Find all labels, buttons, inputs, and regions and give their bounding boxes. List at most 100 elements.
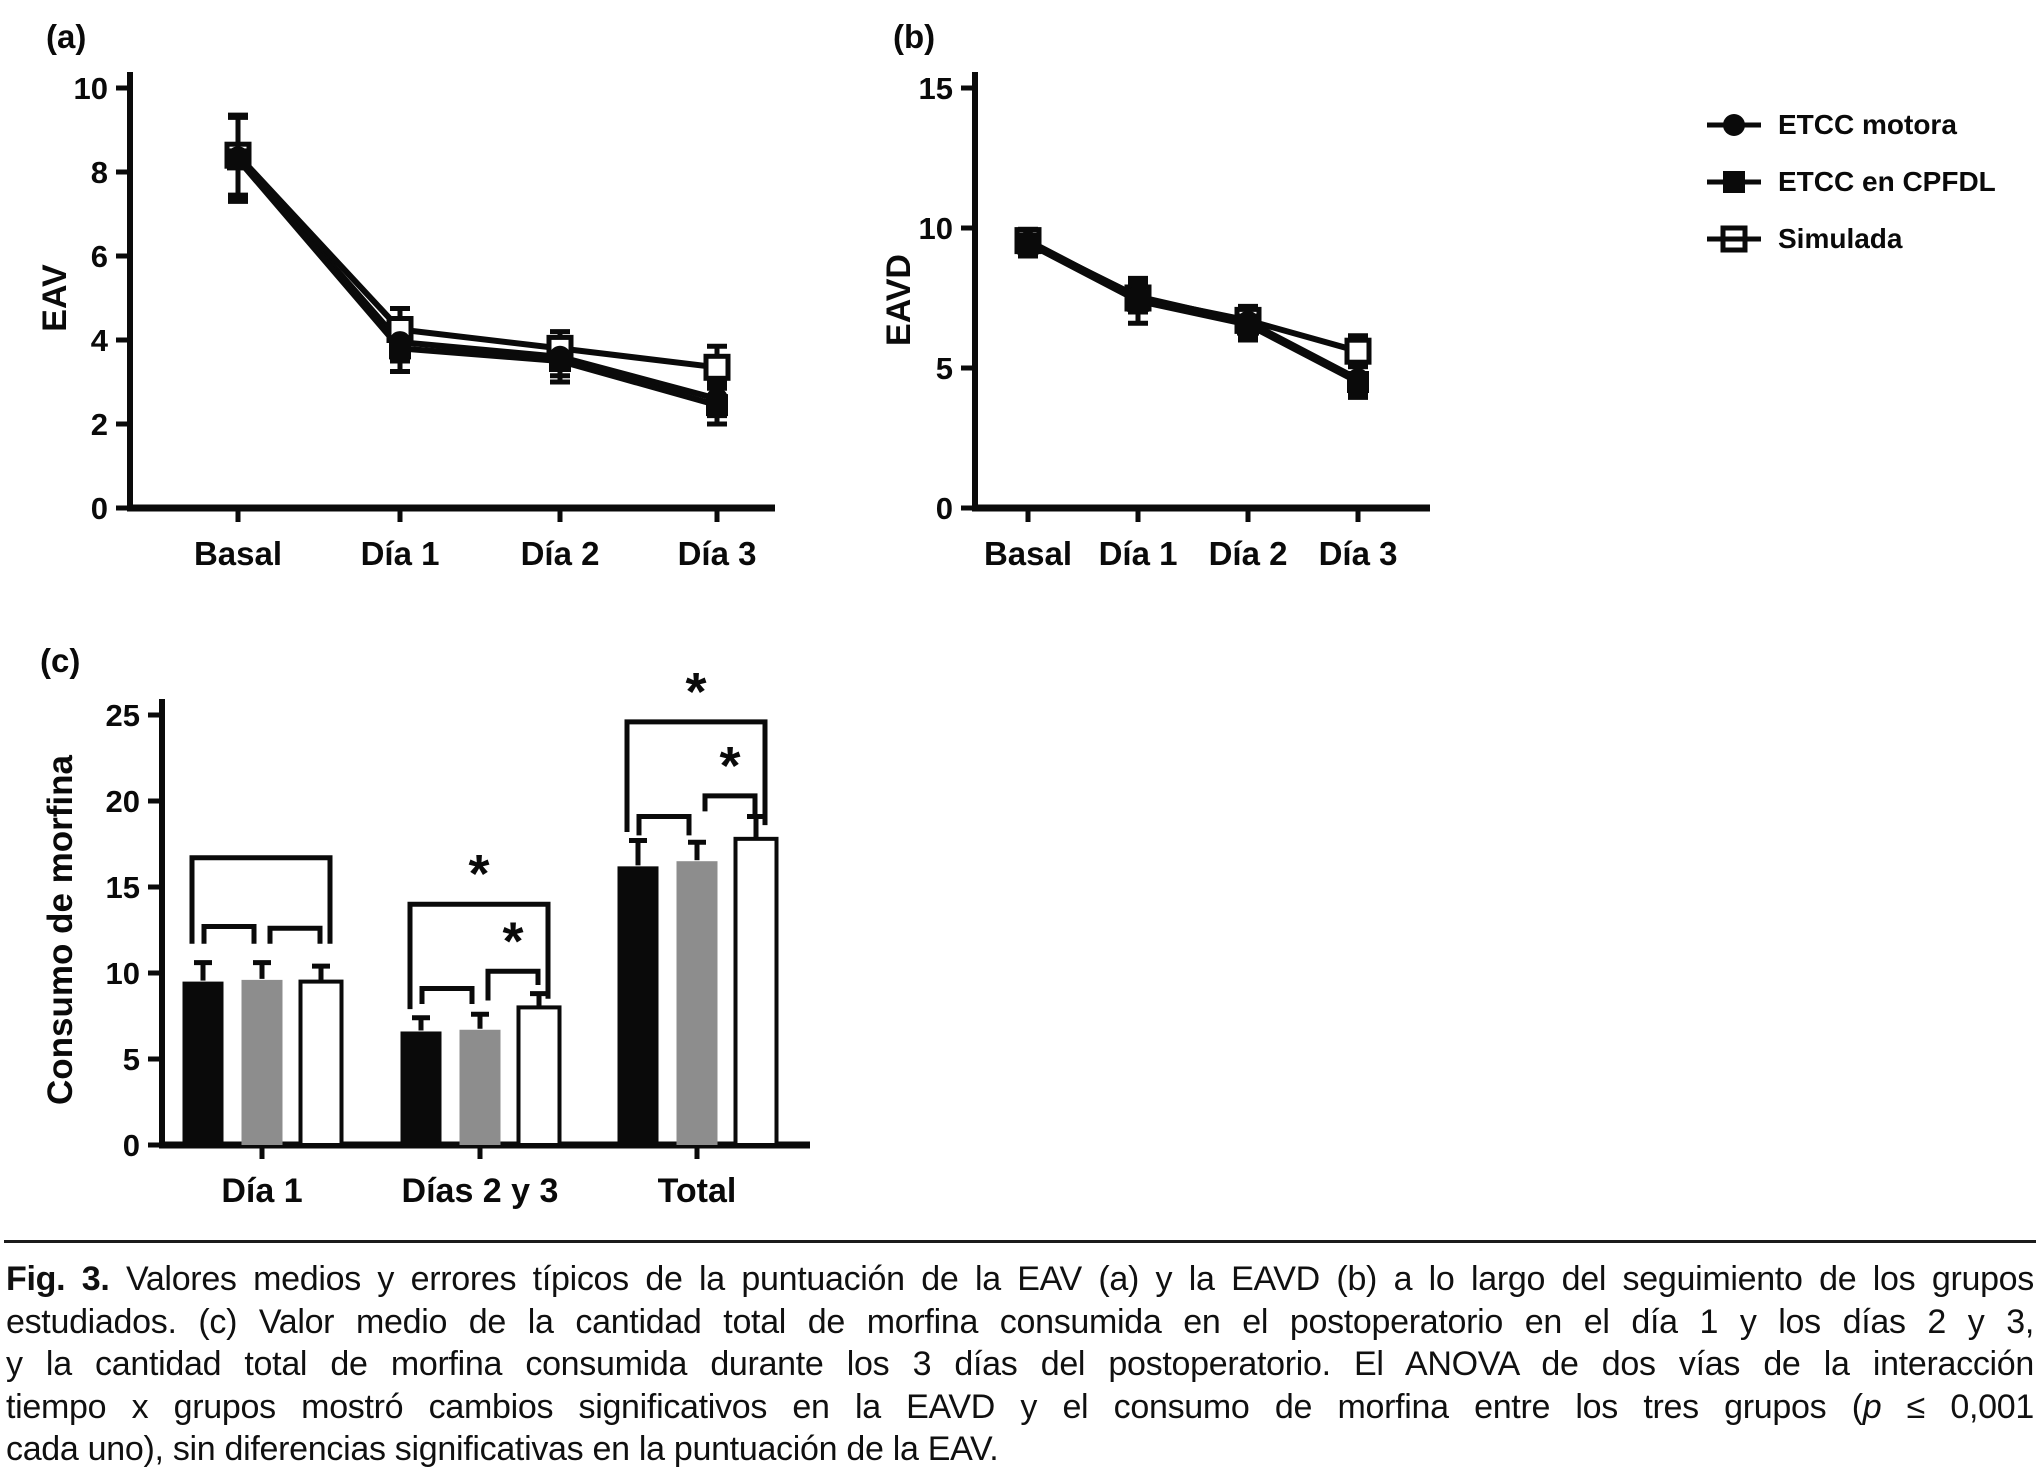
error-bar bbox=[747, 813, 765, 838]
y-tick-label: 10 bbox=[919, 211, 953, 246]
y-tick-label: 5 bbox=[936, 351, 953, 386]
series-line bbox=[235, 155, 718, 402]
series-line bbox=[235, 157, 718, 408]
marker-filled-square bbox=[1237, 313, 1259, 336]
caption-text: ≤ 0,001 bbox=[1881, 1387, 2035, 1426]
significance-star: * bbox=[502, 911, 523, 971]
tick-labels: 0 5 10 15 Basal Día 1 Día 2 Día 3 bbox=[919, 71, 1398, 572]
significance-bracket bbox=[201, 924, 257, 944]
caption-p-symbol: p bbox=[1862, 1387, 1882, 1426]
caption-line-4: tiempo x grupos mostró cambios significa… bbox=[6, 1386, 2034, 1429]
x-category-label: Días 2 y 3 bbox=[402, 1172, 559, 1210]
tick-labels: 0 5 10 15 20 25 Día 1 Días 2 y 3 Total bbox=[106, 698, 737, 1210]
y-tick-label: 25 bbox=[106, 698, 140, 733]
series-line bbox=[1026, 237, 1359, 355]
tick-labels: 0 2 4 6 8 10 Basal Día 1 Día 2 Día 3 bbox=[74, 71, 757, 572]
error-bar bbox=[530, 991, 548, 1007]
error-bar bbox=[412, 1015, 430, 1031]
error-bar bbox=[688, 839, 706, 861]
y-tick-label: 0 bbox=[91, 491, 108, 526]
marker-open-square bbox=[1344, 337, 1372, 365]
caption-fig-label: Fig. 3. bbox=[6, 1260, 110, 1298]
x-category-label: Día 3 bbox=[1319, 535, 1398, 572]
x-category-label: Día 3 bbox=[678, 535, 757, 572]
x-category-label: Día 2 bbox=[1209, 535, 1288, 572]
y-tick-label: 6 bbox=[91, 239, 108, 274]
panel-b-label: (b) bbox=[893, 18, 936, 55]
filled-square-icon bbox=[1707, 170, 1761, 193]
y-tick-label: 2 bbox=[91, 407, 108, 442]
y-axis-title: Consumo de morfina bbox=[41, 754, 80, 1105]
legend-label: ETCC en CPFDL bbox=[1778, 165, 1996, 197]
bar bbox=[617, 866, 659, 1145]
y-axis-title: EAVD bbox=[880, 254, 918, 346]
axes bbox=[116, 72, 775, 522]
marker-filled-square bbox=[706, 394, 728, 417]
y-tick-label: 8 bbox=[91, 155, 108, 190]
y-tick-label: 10 bbox=[74, 71, 108, 106]
caption-line-3: y la cantidad total de morfina consumida… bbox=[6, 1345, 2034, 1383]
bar-chart-morfina: 0 5 10 15 20 25 Día 1 Días 2 y 3 Total Consumo de… bbox=[41, 662, 810, 1210]
marker-filled-square bbox=[549, 350, 571, 372]
y-tick-label: 5 bbox=[123, 1042, 140, 1077]
y-tick-label: 20 bbox=[106, 784, 140, 819]
figure-caption: Fig. 3. Valores medios y errores típicos… bbox=[6, 1258, 2034, 1471]
bar bbox=[400, 1031, 442, 1145]
error-bar bbox=[629, 838, 647, 866]
chart-legend: ETCC motora ETCC en CPFDL Simulada bbox=[1705, 96, 1996, 267]
significance-bracket bbox=[267, 925, 323, 944]
caption-line-1: Fig. 3. Valores medios y errores típicos… bbox=[6, 1258, 2034, 1301]
significance-bracket bbox=[419, 985, 475, 1004]
significance-bracket bbox=[189, 855, 333, 944]
bar bbox=[459, 1029, 501, 1145]
legend-item-etcc-motora: ETCC motora bbox=[1705, 96, 1996, 153]
y-tick-label: 0 bbox=[936, 491, 953, 526]
x-category-label: Total bbox=[658, 1172, 737, 1210]
line-chart-eav: 0 2 4 6 8 10 Basal Día 1 Día 2 Día 3 EAV bbox=[36, 71, 775, 572]
marker-filled-square bbox=[389, 337, 411, 360]
x-category-label: Día 1 bbox=[1099, 535, 1178, 572]
bar bbox=[298, 979, 344, 1147]
significance-bracket bbox=[636, 813, 692, 836]
axes bbox=[961, 72, 1430, 522]
legend-filled-square bbox=[1723, 170, 1745, 193]
bar bbox=[676, 861, 718, 1145]
legend-item-etcc-cpfdl: ETCC en CPFDL bbox=[1705, 153, 1996, 210]
bar bbox=[733, 836, 779, 1147]
x-category-label: Basal bbox=[984, 535, 1072, 572]
marker-filled-square bbox=[1017, 232, 1039, 255]
marker-filled-square bbox=[1127, 289, 1149, 312]
significance-bracket bbox=[485, 968, 541, 1001]
y-tick-label: 0 bbox=[123, 1128, 140, 1163]
caption-line-2: estudiados. (c) Valor medio de la cantid… bbox=[6, 1302, 2034, 1341]
marker-filled-square bbox=[227, 148, 249, 171]
line-chart-eavd: 0 5 10 15 Basal Día 1 Día 2 Día 3 EAVD bbox=[880, 71, 1430, 572]
error-bar bbox=[194, 960, 212, 981]
x-category-label: Día 2 bbox=[521, 535, 600, 572]
y-tick-label: 15 bbox=[106, 870, 140, 905]
marker-open-square bbox=[703, 353, 731, 381]
legend-filled-circle bbox=[1723, 113, 1745, 136]
open-square-icon bbox=[1707, 225, 1761, 252]
x-category-label: Día 1 bbox=[221, 1172, 302, 1210]
significance-star: * bbox=[685, 662, 706, 722]
error-bar bbox=[253, 960, 271, 979]
bar bbox=[182, 981, 224, 1145]
significance-bracket bbox=[702, 793, 758, 815]
caption-line-5: cada uno), sin diferencias significativa… bbox=[6, 1430, 999, 1468]
x-category-label: Día 1 bbox=[361, 535, 440, 572]
y-tick-label: 4 bbox=[91, 323, 109, 358]
panel-c-label: (c) bbox=[40, 642, 81, 679]
significance-star: * bbox=[719, 736, 740, 796]
significance-bracket bbox=[624, 719, 768, 832]
significance-star: * bbox=[468, 844, 489, 904]
series-line bbox=[235, 153, 718, 371]
y-tick-label: 10 bbox=[106, 956, 140, 991]
y-axis-title: EAV bbox=[36, 264, 74, 332]
x-category-label: Basal bbox=[194, 535, 282, 572]
caption-text: Valores medios y errores típicos de la p… bbox=[109, 1260, 2034, 1298]
panel-a-label: (a) bbox=[46, 18, 87, 55]
bar bbox=[241, 979, 283, 1145]
legend-label: Simulada bbox=[1778, 222, 1903, 254]
